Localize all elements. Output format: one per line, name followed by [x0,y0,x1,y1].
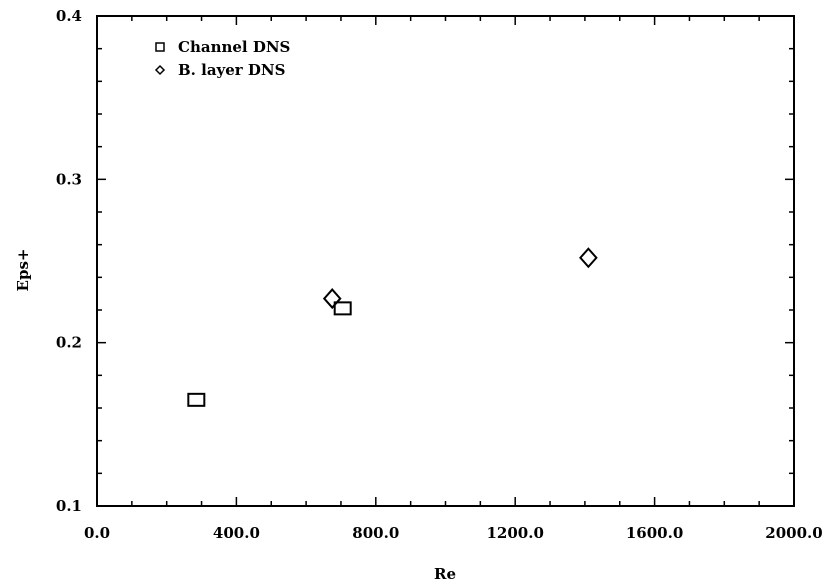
legend: Channel DNS B. layer DNS [154,38,290,79]
y-tick-label: 0.1 [56,497,82,515]
y-tick-label: 0.3 [56,170,82,188]
legend-diamond-icon [154,64,166,76]
x-tick-labels: 0.0 400.0 800.0 1200.0 1600.0 2000.0 [84,524,823,542]
y-tick-labels: 0.1 0.2 0.3 0.4 [56,7,82,515]
x-tick-label: 0.0 [84,524,110,542]
legend-label-blayer: B. layer DNS [178,61,285,79]
legend-square-icon [155,42,165,52]
legend-label-channel: Channel DNS [178,38,290,56]
y-axis-label: Eps+ [14,249,32,292]
x-tick-label: 400.0 [213,524,260,542]
plot-frame [96,15,795,507]
x-tick-label: 800.0 [352,524,399,542]
x-axis-label: Re [434,565,456,583]
x-tick-label: 1600.0 [626,524,683,542]
channel-dns-point [187,392,206,407]
x-tick-label: 2000.0 [765,524,822,542]
y-tick-label: 0.4 [56,7,82,25]
x-tick-label: 1200.0 [486,524,543,542]
blayer-dns-point [579,247,598,269]
channel-dns-point [333,301,352,316]
axis-ticks [96,15,795,507]
y-tick-label: 0.2 [56,334,82,352]
data-markers [187,247,598,407]
blayer-dns-point [322,288,342,310]
